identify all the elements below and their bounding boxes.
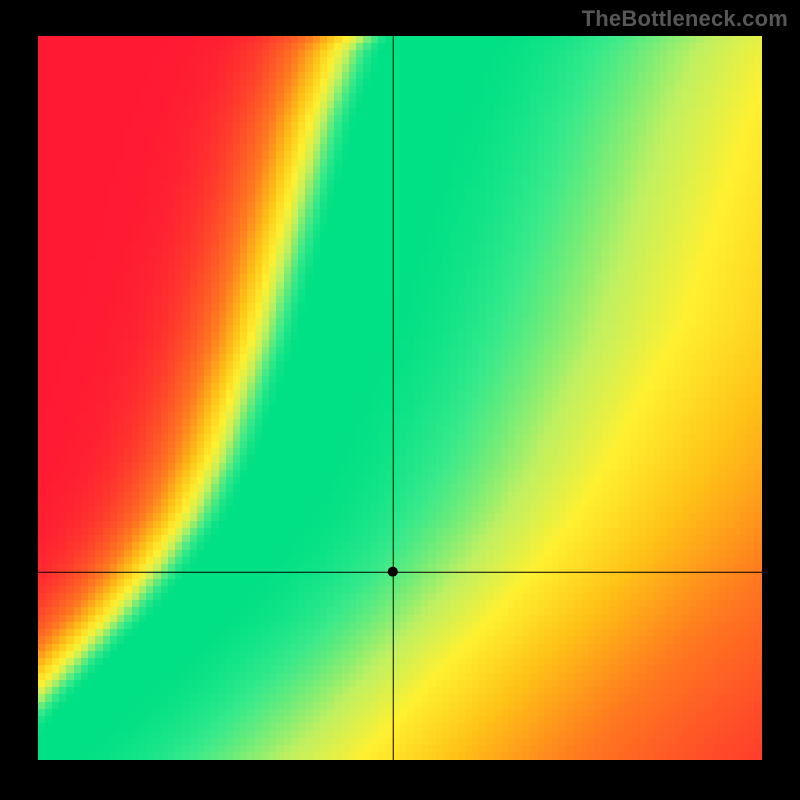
- watermark-text: TheBottleneck.com: [582, 6, 788, 32]
- bottleneck-heatmap: [38, 36, 762, 760]
- chart-container: TheBottleneck.com: [0, 0, 800, 800]
